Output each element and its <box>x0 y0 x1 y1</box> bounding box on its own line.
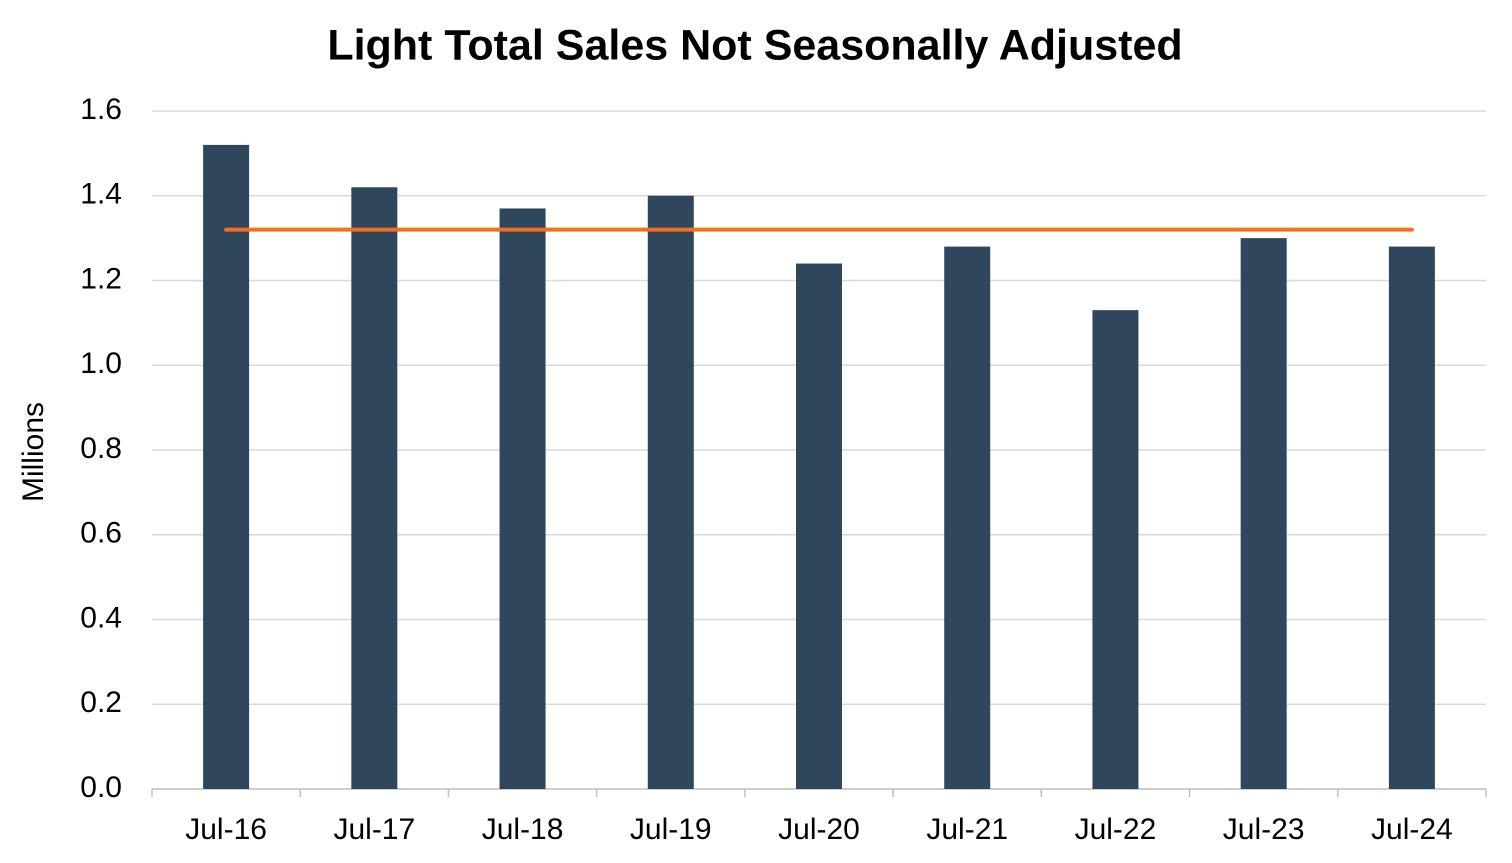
bar <box>1092 310 1139 789</box>
x-tick-label: Jul-19 <box>630 813 712 846</box>
bar <box>1240 238 1287 789</box>
bar <box>796 263 842 789</box>
x-tick-label: Jul-20 <box>778 813 860 846</box>
bar <box>351 187 398 789</box>
x-tick-label: Jul-17 <box>333 813 415 846</box>
y-tick-label: 0.4 <box>80 601 122 634</box>
y-tick-label: 1.0 <box>80 347 122 380</box>
y-tick-label: 1.6 <box>80 93 122 126</box>
x-tick-label: Jul-18 <box>482 813 564 846</box>
y-tick-label: 1.4 <box>80 178 122 211</box>
bar <box>647 195 694 789</box>
chart-title: Light Total Sales Not Seasonally Adjuste… <box>327 21 1182 69</box>
x-tick-label: Jul-23 <box>1223 813 1305 846</box>
bar <box>499 208 546 789</box>
y-axis-label: Millions <box>17 402 50 502</box>
x-tick-label: Jul-24 <box>1371 813 1453 846</box>
bar <box>203 144 250 789</box>
y-tick-label: 0.8 <box>80 432 122 465</box>
x-tick-label: Jul-16 <box>185 813 267 846</box>
y-tick-label: 1.2 <box>80 262 122 295</box>
y-tick-label: 0.6 <box>80 517 122 550</box>
x-tick-label: Jul-21 <box>926 813 1008 846</box>
bar <box>944 246 991 790</box>
bar <box>1388 246 1435 790</box>
x-tick-label: Jul-22 <box>1075 813 1157 846</box>
y-tick-label: 0.0 <box>80 771 122 804</box>
y-tick-label: 0.2 <box>80 686 122 719</box>
